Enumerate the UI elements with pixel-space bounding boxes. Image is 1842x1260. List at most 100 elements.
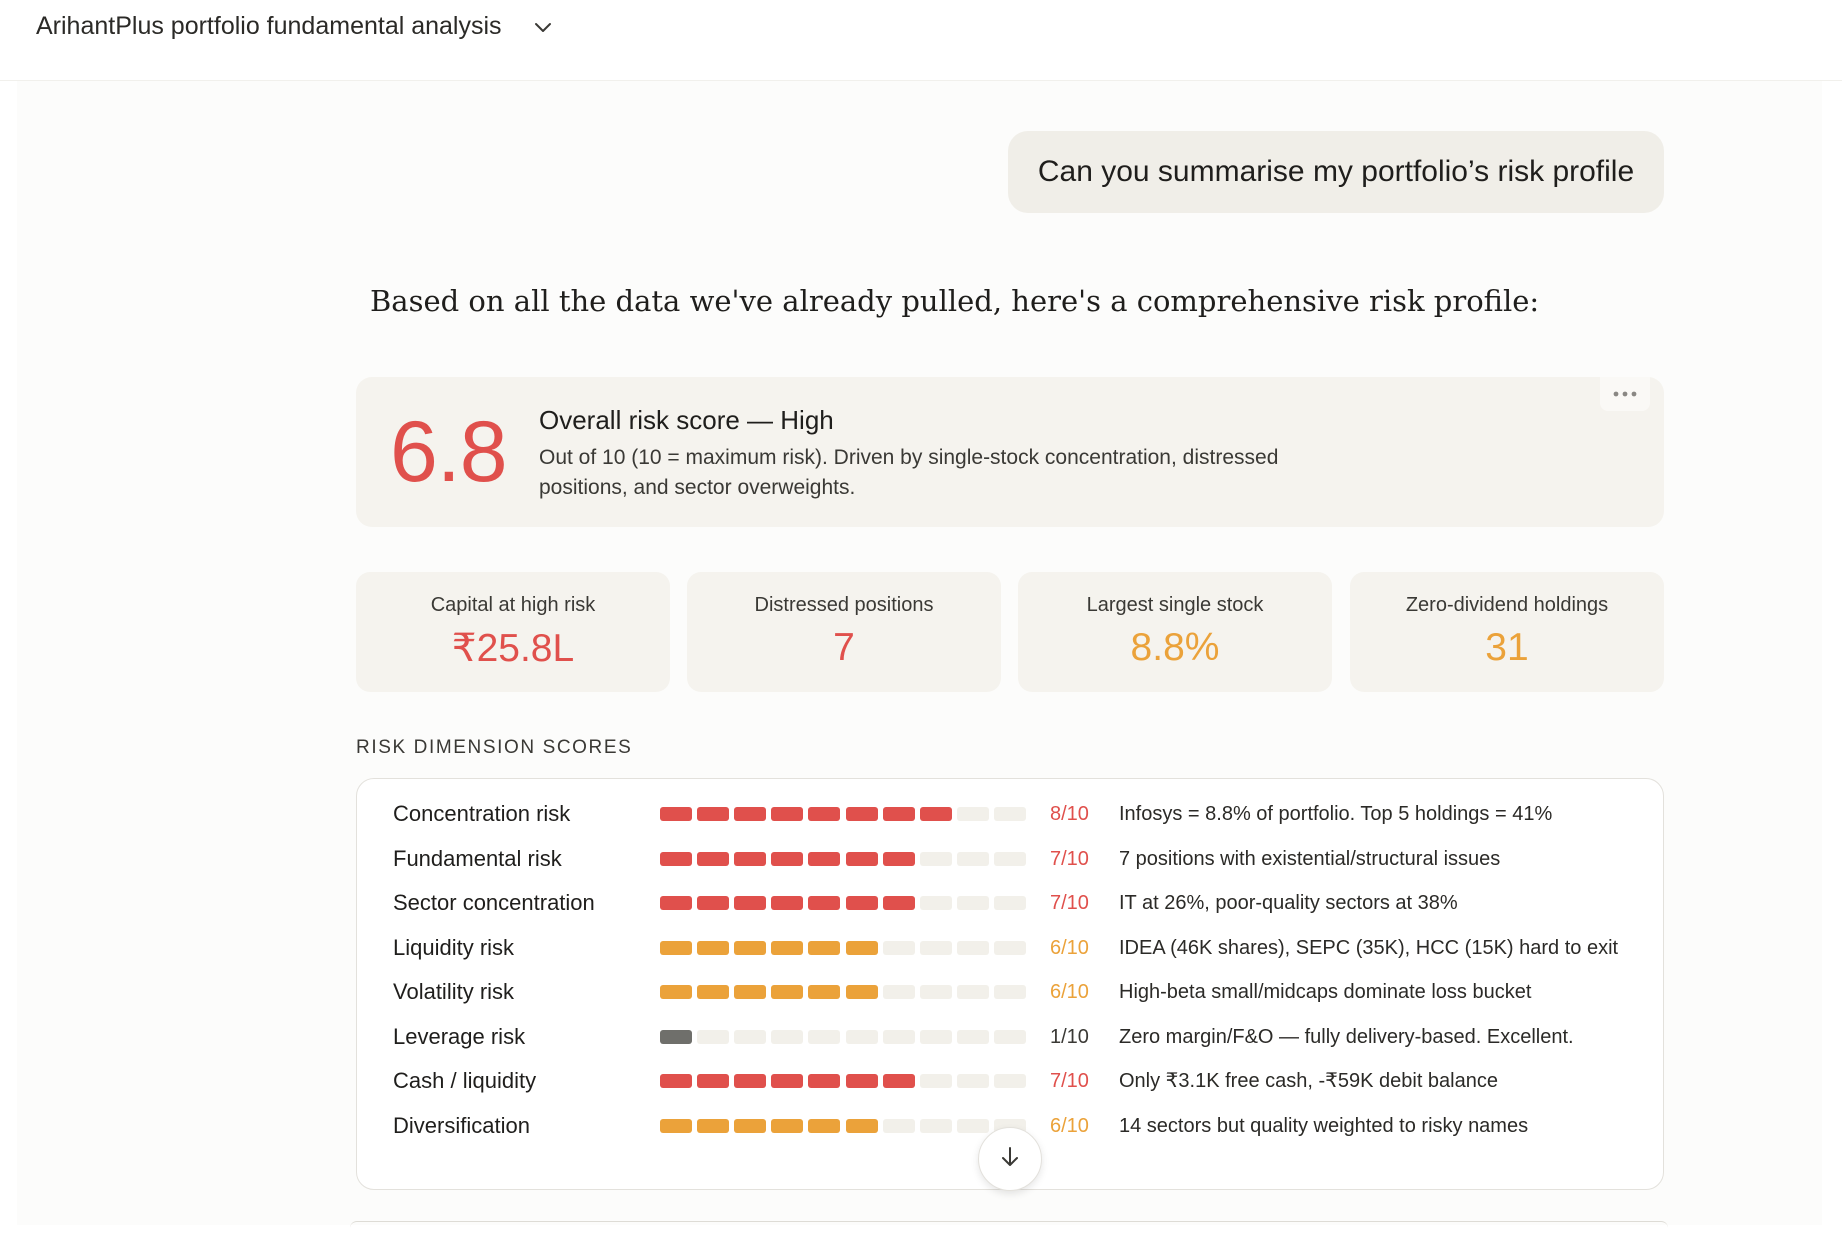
score-segment-empty (993, 985, 1026, 999)
score-segment-filled (660, 807, 692, 821)
risk-dimension-score: 1/10 (1050, 1025, 1089, 1048)
score-segment-filled (845, 1074, 878, 1088)
stat-label: Zero-dividend holdings (1405, 594, 1609, 616)
overall-risk-card: 6.8 Overall risk score — High Out of 10 … (356, 377, 1664, 527)
score-segment-filled (845, 1118, 878, 1133)
score-segment-empty (956, 1074, 989, 1088)
stats-row: Capital at high risk ₹25.8L Distressed p… (356, 572, 1664, 692)
score-segment-filled (808, 851, 841, 866)
score-segment-empty (919, 1029, 952, 1044)
risk-dimension-score: 8/10 (1050, 803, 1089, 825)
score-segment-filled (697, 940, 730, 955)
score-segment-filled (660, 1029, 692, 1044)
conversation-title-dropdown[interactable]: ArihantPlus portfolio fundamental analys… (36, 12, 554, 41)
score-segment-filled (734, 807, 767, 821)
stat-value: ₹25.8L (451, 627, 575, 670)
score-segment-filled (697, 896, 730, 910)
risk-score-bar (660, 851, 1030, 866)
assistant-intro-text: Based on all the data we've already pull… (370, 284, 1540, 318)
risk-score-bar (660, 1074, 1030, 1088)
score-segment-filled (808, 985, 841, 999)
risk-dimension-row: Sector concentration 7/10 IT at 26%, poor-… (357, 888, 1663, 918)
risk-dimension-score: 7/10 (1050, 1070, 1089, 1092)
risk-dimension-score: 6/10 (1050, 936, 1089, 959)
overall-risk-title: Overall risk score — High (539, 405, 834, 435)
score-segment-empty (882, 985, 915, 999)
stat-value: 8.8% (1130, 626, 1220, 669)
score-segment-filled (734, 851, 767, 866)
score-segment-empty (771, 1029, 804, 1044)
overall-risk-description: Out of 10 (10 = maximum risk). Driven by… (539, 446, 1279, 499)
risk-dimension-score: 6/10 (1050, 981, 1089, 1003)
score-segment-filled (771, 807, 804, 821)
risk-dimension-row: Fundamental risk 7/10 7 positions with exi… (357, 844, 1663, 874)
stat-card: Zero-dividend holdings 31 (1350, 572, 1664, 692)
more-options-button[interactable] (1600, 377, 1650, 411)
score-segment-filled (660, 1074, 692, 1088)
score-segment-empty (993, 807, 1026, 821)
score-segment-empty (734, 1029, 767, 1044)
risk-dimension-note: IT at 26%, poor-quality sectors at 38% (1119, 892, 1458, 914)
score-segment-filled (697, 807, 730, 821)
risk-score-bar (660, 940, 1030, 955)
overall-risk-score: 6.8 (390, 404, 508, 500)
risk-score-bar (660, 896, 1030, 910)
score-segment-empty (919, 896, 952, 910)
conversation-header: ArihantPlus portfolio fundamental analys… (0, 0, 1842, 81)
score-segment-empty (993, 896, 1026, 910)
score-segment-empty (919, 940, 952, 955)
score-segment-filled (808, 807, 841, 821)
score-segment-empty (919, 1074, 952, 1088)
stat-label: Capital at high risk (430, 594, 596, 616)
risk-dimension-row: Liquidity risk 6/10 IDEA (46K shares), SEP… (357, 933, 1663, 963)
score-segment-filled (845, 851, 878, 866)
score-segment-empty (956, 985, 989, 999)
score-segment-empty (956, 807, 989, 821)
risk-dimension-name: Fundamental risk (393, 845, 562, 871)
risk-dimension-row: Leverage risk 1/10 Zero margin/F&O — fully… (357, 1022, 1663, 1052)
risk-dimension-note: 7 positions with existential/structural … (1119, 847, 1501, 870)
score-segment-filled (697, 985, 730, 999)
score-segment-filled (882, 896, 915, 910)
risk-score-bar (660, 1118, 1030, 1133)
risk-score-bar (660, 985, 1030, 999)
score-segment-filled (734, 985, 767, 999)
score-segment-filled (845, 985, 878, 999)
risk-dimension-row: Diversification 6/10 14 sectors but qualit… (357, 1111, 1663, 1141)
risk-dimension-score: 6/10 (1050, 1114, 1089, 1137)
score-segment-filled (660, 985, 692, 999)
more-horizontal-icon (1612, 385, 1638, 403)
stat-label: Largest single stock (1086, 594, 1264, 616)
score-segment-filled (660, 896, 692, 910)
user-message-bubble: Can you summarise my portfolio’s risk pr… (1008, 131, 1664, 213)
risk-dimension-name: Sector concentration (393, 890, 595, 915)
score-segment-filled (771, 851, 804, 866)
risk-dimension-row: Concentration risk 8/10 Infosys = 8.8% of … (357, 799, 1663, 829)
score-segment-empty (919, 1118, 952, 1133)
score-segment-empty (845, 1029, 878, 1044)
scroll-down-button[interactable] (978, 1127, 1042, 1191)
risk-dimension-name: Diversification (393, 1112, 530, 1138)
score-segment-filled (808, 1074, 841, 1088)
score-segment-filled (697, 1074, 730, 1088)
score-segment-filled (660, 1118, 692, 1133)
risk-dimensions-card: Concentration risk 8/10 Infosys = 8.8% of … (356, 778, 1664, 1190)
risk-dimension-note: High-beta small/midcaps dominate loss bu… (1119, 981, 1532, 1003)
score-segment-filled (808, 896, 841, 910)
risk-dimension-note: Zero margin/F&O — fully delivery-based. … (1119, 1025, 1574, 1048)
score-segment-filled (734, 1118, 767, 1133)
risk-dimension-row: Cash / liquidity 7/10 Only ₹3.1K free cash… (357, 1066, 1663, 1096)
stat-value: 7 (833, 626, 855, 669)
score-segment-filled (882, 851, 915, 866)
score-segment-filled (697, 1118, 730, 1133)
score-segment-empty (956, 1029, 989, 1044)
score-segment-empty (919, 851, 952, 866)
score-segment-empty (956, 1118, 989, 1133)
arrow-down-icon (997, 1144, 1023, 1175)
risk-dimension-name: Concentration risk (393, 801, 571, 826)
stat-value: 31 (1485, 626, 1529, 669)
score-segment-filled (734, 896, 767, 910)
score-segment-empty (993, 940, 1026, 955)
user-message-text: Can you summarise my portfolio’s risk pr… (1037, 155, 1635, 188)
risk-dimension-name: Volatility risk (393, 979, 515, 1004)
